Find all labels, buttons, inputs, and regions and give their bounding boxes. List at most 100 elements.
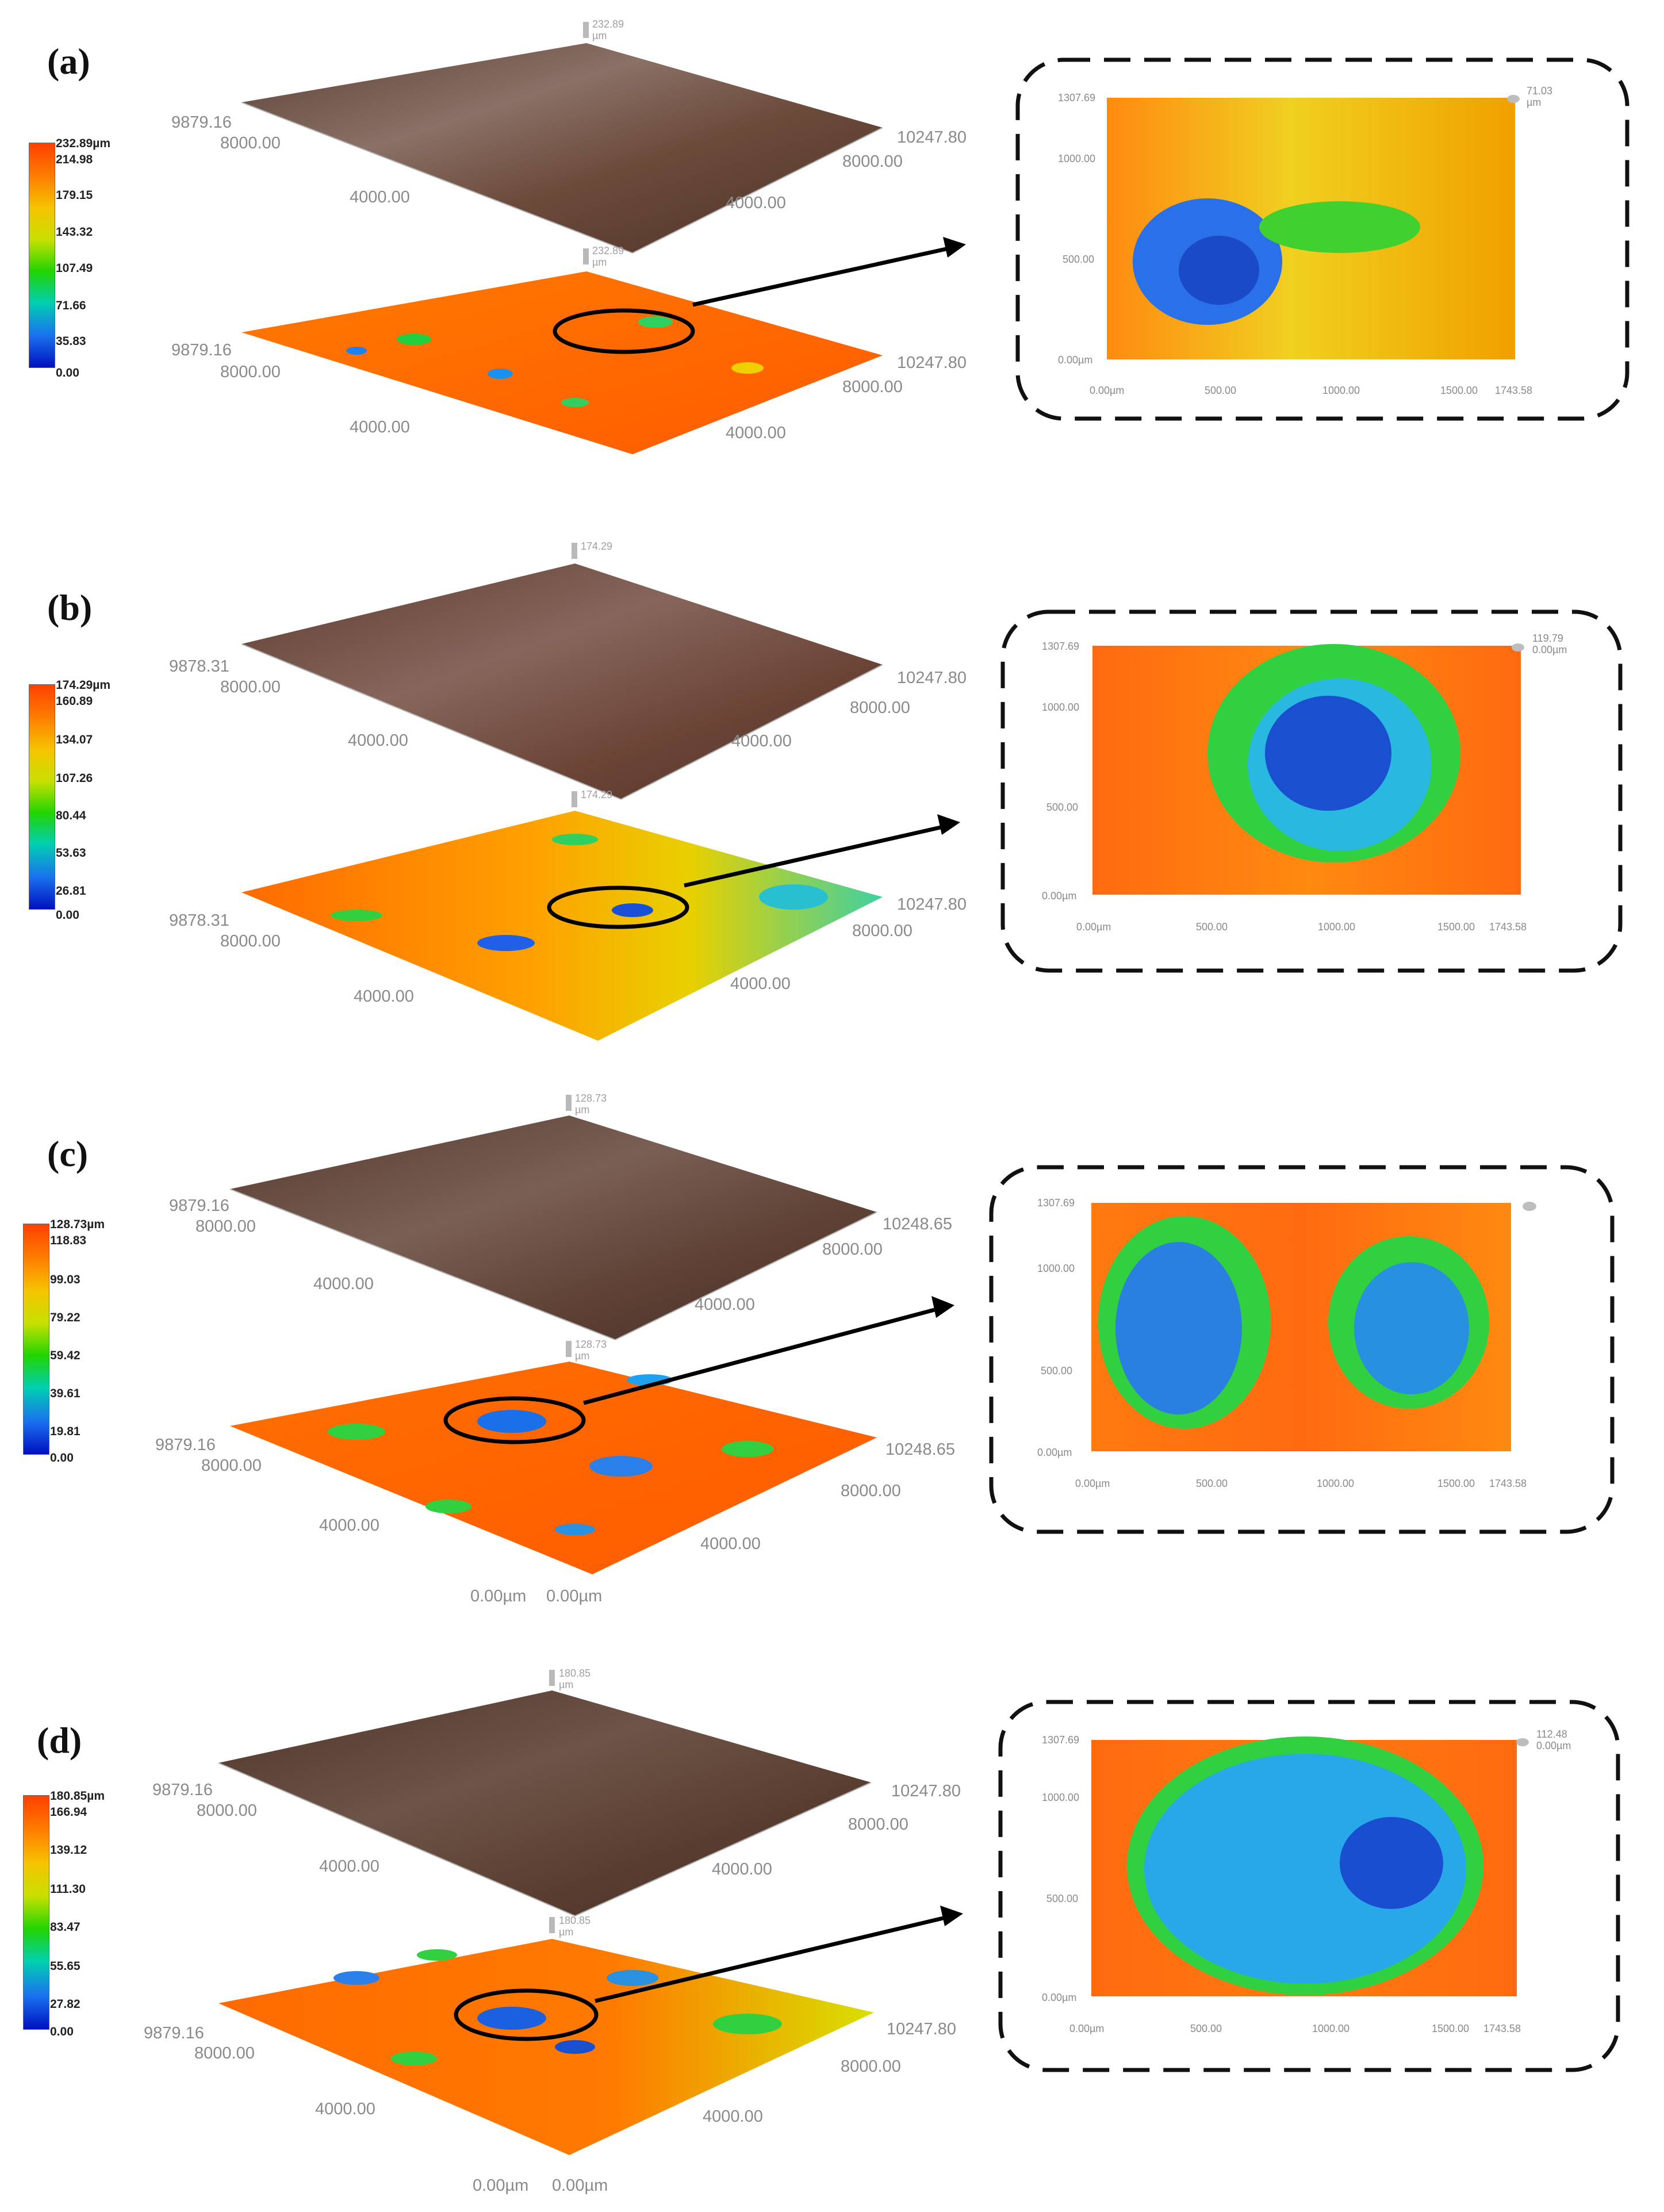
- inset-y-tick: 0.00µm: [1042, 1992, 1076, 2003]
- colorbar-tick: 143.32: [56, 225, 93, 239]
- y-axis-mid: 8000.00: [220, 932, 281, 950]
- colorbar-tick: 111.30: [50, 1883, 86, 1896]
- peak-marker: [549, 1917, 555, 1933]
- inset-y-tick: 0.00µm: [1058, 354, 1092, 366]
- inset-x-tick: 0.00µm: [1075, 1478, 1110, 1489]
- colorbar-tick: 71.66: [56, 299, 86, 312]
- region-of-interest-circle: [443, 1396, 586, 1444]
- inset-y-tick: 500.00: [1046, 1893, 1078, 1904]
- inset-x-tick: 0.00µm: [1090, 385, 1124, 396]
- arrow-head: [937, 814, 960, 835]
- x-axis-max: 10247.80: [897, 354, 967, 372]
- inset-x-tick: 1743.58: [1483, 2023, 1521, 2034]
- inset-y-tick: 1307.69: [1042, 1734, 1079, 1746]
- panel-label: (a): [47, 41, 90, 82]
- y-axis-mid: 8000.00: [220, 134, 281, 152]
- axis-ticks: [241, 102, 883, 254]
- colorbar-tick: 107.49: [56, 262, 93, 275]
- inset-x-tick: 1000.00: [1318, 921, 1355, 933]
- inset-pit: [1144, 1754, 1466, 1984]
- x-axis-mid: 8000.00: [842, 152, 903, 171]
- y-axis-low: 4000.00: [319, 1516, 379, 1535]
- x-axis-mid: 8000.00: [850, 699, 910, 717]
- y-axis-max: 9878.31: [169, 911, 229, 930]
- inset-x-tick: 500.00: [1196, 921, 1228, 933]
- peak-unit: µm: [575, 1350, 589, 1362]
- height-map-surface: [241, 271, 883, 454]
- surface-stage: 174.29 9878.31 8000.00 4000.00 10247.80 …: [169, 540, 1623, 1041]
- colorbar-tick: 180.85µm: [50, 1789, 105, 1803]
- y-axis-low: 4000.00: [315, 2100, 375, 2118]
- arrow-head: [931, 1296, 954, 1318]
- inset-frame: [998, 1700, 1620, 2072]
- inset-pit-core: [1340, 1817, 1443, 1909]
- inset-y-tick: 1000.00: [1042, 1792, 1079, 1803]
- inset-x-tick: 1000.00: [1312, 2023, 1349, 2034]
- colorbar-tick: 0.00: [50, 2025, 74, 2038]
- colorbar-tick: 134.07: [56, 733, 93, 746]
- optical-surface: [241, 563, 883, 799]
- x-axis-mid: 8000.00: [841, 2057, 901, 2076]
- colorbar: [29, 684, 55, 910]
- colorbar: [23, 1795, 49, 2030]
- colorbar: [23, 1224, 49, 1455]
- inset-marker: [1512, 643, 1524, 651]
- inset-x-tick: 1743.58: [1489, 921, 1527, 933]
- inset-corner-unit: 0.00µm: [1532, 644, 1567, 655]
- peak-label: 128.73: [575, 1339, 607, 1350]
- x-axis-max: 10247.80: [897, 128, 967, 147]
- x-axis-low: 4000.00: [695, 1295, 755, 1314]
- pit-spots: [328, 1374, 773, 1535]
- colorbar-tick: 83.47: [50, 1920, 80, 1934]
- y-axis-max: 9879.16: [169, 1197, 229, 1215]
- x-axis-max: 10247.80: [897, 669, 967, 687]
- surface-stage: 180.85 µm 9879.16 8000.00 4000.00 10247.…: [144, 1667, 1620, 2195]
- colorbar-tick: 107.26: [56, 772, 93, 785]
- panel-label: (b): [47, 587, 93, 628]
- zoom-arrow: [595, 1916, 944, 2003]
- inset-y-tick: 1000.00: [1037, 1263, 1075, 1274]
- inset-y-tick: 1307.69: [1058, 92, 1095, 103]
- optical-surface: [241, 43, 883, 253]
- inset-x-tick: 500.00: [1205, 385, 1236, 396]
- y-axis-low: 4000.00: [354, 987, 414, 1006]
- peak-marker: [583, 22, 589, 38]
- y-axis-low: 4000.00: [319, 1857, 379, 1876]
- inset-x-tick: 1500.00: [1440, 385, 1478, 396]
- origin-label: 0.00µm: [546, 1587, 602, 1605]
- inset-y-tick: 500.00: [1063, 254, 1094, 265]
- surface-stage: 232.89 µm 9879.16 8000.00 4000.00 10247.…: [171, 18, 1630, 454]
- y-axis-low: 4000.00: [350, 418, 410, 436]
- inset-frame: [1000, 609, 1623, 973]
- y-axis-max: 9878.31: [169, 657, 229, 676]
- inset-marker: [1523, 1202, 1536, 1211]
- x-axis-low: 4000.00: [726, 424, 786, 442]
- inset-x-tick: 0.00µm: [1069, 2023, 1104, 2034]
- surface-stage: 128.73 µm 9879.16 8000.00 4000.00 10248.…: [155, 1092, 1615, 1605]
- arrow-head: [940, 1906, 963, 1926]
- inset-y-tick: 1000.00: [1058, 153, 1095, 164]
- peak-marker: [583, 248, 589, 264]
- inset-pit-left-core: [1115, 1242, 1242, 1414]
- peak-label: 174.29: [581, 789, 612, 800]
- colorbar-tick: 80.44: [56, 809, 86, 822]
- peak-label: 180.85: [559, 1915, 591, 1926]
- y-axis-max: 9879.16: [155, 1436, 216, 1454]
- x-axis-mid: 8000.00: [852, 922, 912, 940]
- origin-label: 0.00µm: [470, 1587, 526, 1605]
- x-axis-max: 10248.65: [883, 1215, 952, 1233]
- inset-corner-unit: µm: [1527, 97, 1541, 108]
- colorbar-tick: 179.15: [56, 189, 93, 202]
- colorbar-tick: 214.98: [56, 153, 93, 166]
- inset-x-tick: 0.00µm: [1076, 921, 1111, 933]
- inset-y-tick: 0.00µm: [1037, 1447, 1072, 1458]
- y-axis-max: 9879.16: [171, 341, 232, 359]
- peak-marker: [566, 1341, 572, 1357]
- panel-b: (b) 174.29µm 160.89 134.07 107.26 80.44 …: [0, 540, 1664, 1081]
- peak-unit: µm: [592, 256, 607, 268]
- x-axis-mid: 8000.00: [822, 1240, 883, 1259]
- colorbar-tick: 0.00: [56, 908, 79, 922]
- colorbar-tick: 79.22: [50, 1311, 80, 1324]
- pit-spots: [331, 834, 828, 951]
- colorbar-tick: 59.42: [50, 1349, 80, 1362]
